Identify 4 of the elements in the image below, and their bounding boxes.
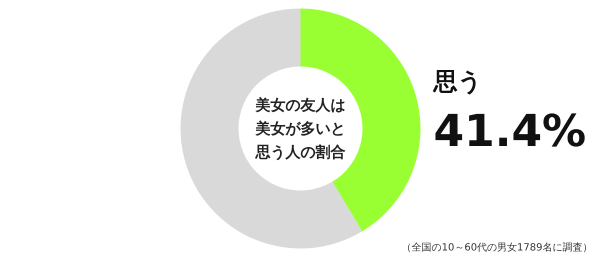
data-label: 41.4%	[433, 106, 586, 158]
text: 美女の友人は美女が多いと思う人の割合	[254, 96, 346, 161]
text: （全国の10～60代の男女1789名に調査）	[402, 242, 593, 254]
slice-label: 思う	[432, 68, 482, 96]
